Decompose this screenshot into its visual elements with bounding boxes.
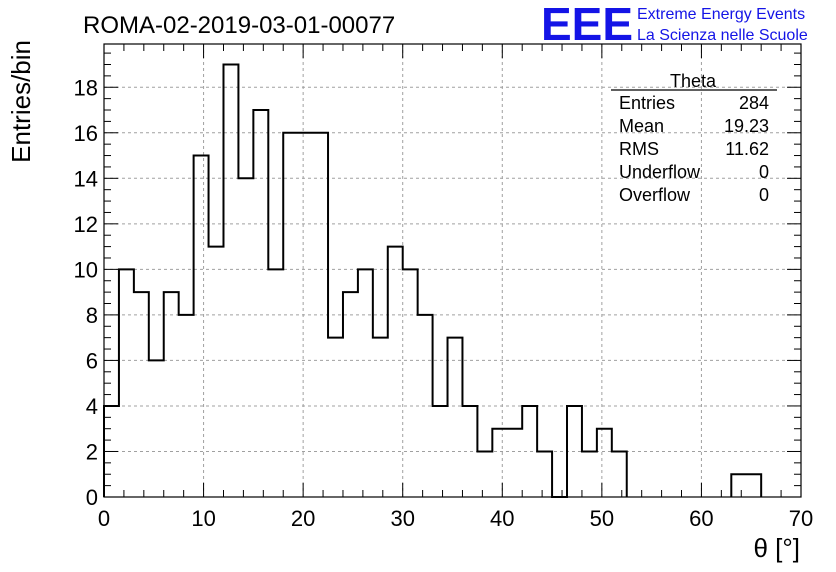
brand-line-2: La Scienza nelle Scuole: [637, 27, 808, 44]
stats-box: Theta Entries 284 Mean 19.23 RMS 11.62 Underfl…: [611, 71, 777, 205]
histogram-bin: [373, 338, 388, 497]
histogram-bin: [253, 110, 268, 497]
y-tick-labels: 0 2 4 6 8 10 12 14 16 18: [74, 75, 98, 510]
histogram-bin: [522, 406, 537, 497]
stats-row-label: RMS: [619, 139, 659, 159]
histogram-bin: [433, 406, 448, 497]
brand-line-1: Extreme Energy Events: [637, 6, 805, 23]
histogram-bars: [103, 63, 763, 498]
stats-row-value: 11.62: [725, 139, 769, 159]
x-axis-label: θ [°]: [753, 533, 800, 563]
stats-row-value: 19.23: [724, 116, 769, 136]
histogram-bin: [582, 451, 597, 497]
histogram-bin: [149, 360, 164, 497]
histogram-bin: [164, 292, 179, 497]
grid-lines: [104, 44, 801, 497]
histogram-bin: [209, 247, 224, 497]
histogram-bin: [462, 406, 477, 497]
histogram-bin: [731, 474, 761, 497]
histogram-bin: [448, 338, 463, 497]
stats-row-label: Entries: [619, 93, 675, 113]
x-tick-label: 50: [590, 506, 614, 531]
histogram-bin: [119, 269, 134, 497]
y-tick-label: 0: [86, 485, 98, 510]
x-tick-label: 10: [191, 506, 215, 531]
y-tick-label: 2: [86, 439, 98, 464]
histogram-bin: [567, 406, 582, 497]
histogram-bin: [403, 269, 418, 497]
stats-row-label: Overflow: [619, 185, 691, 205]
stats-row-label: Mean: [619, 116, 664, 136]
y-tick-label: 4: [86, 394, 98, 419]
y-tick-label: 16: [74, 121, 98, 146]
x-tick-label: 20: [291, 506, 315, 531]
eee-logo-text: EEE: [541, 0, 633, 50]
histogram-bin: [238, 178, 253, 497]
histogram-bin: [328, 338, 343, 497]
histogram-bin: [179, 315, 194, 497]
histogram-bin: [537, 451, 552, 497]
histogram-bin: [358, 269, 373, 497]
histogram-bin: [268, 269, 283, 497]
plot-frame: [103, 43, 802, 498]
histogram-bin: [194, 156, 209, 497]
stats-rows: Entries 284 Mean 19.23 RMS 11.62 Underflow 0 Ove…: [619, 93, 769, 205]
histogram-bin: [492, 429, 507, 497]
x-tick-label: 40: [490, 506, 514, 531]
stats-row-value: 0: [759, 185, 769, 205]
chart-title: ROMA-02-2019-03-01-00077: [83, 12, 395, 39]
histogram-bin: [388, 247, 403, 497]
stats-row-value: 284: [739, 93, 769, 113]
histogram-bin: [223, 64, 238, 497]
stats-row-value: 0: [759, 162, 769, 182]
y-axis-label: Entries/bin: [6, 40, 36, 163]
histogram-bin: [597, 429, 612, 497]
y-tick-label: 8: [86, 303, 98, 328]
stats-row-label: Underflow: [619, 162, 701, 182]
histogram-bin: [477, 451, 492, 497]
histogram-step-line: [103, 63, 628, 498]
histogram-bin: [343, 292, 358, 497]
x-tick-labels: 0 10 20 30 40 50 60 70: [98, 506, 813, 531]
histogram-bin: [298, 133, 313, 497]
x-tick-label: 0: [98, 506, 110, 531]
stats-title: Theta: [670, 71, 717, 91]
x-tick-label: 60: [689, 506, 713, 531]
histogram-bin: [418, 315, 433, 497]
eee-logo: EEE: [541, 0, 633, 50]
y-tick-label: 10: [74, 257, 98, 282]
y-tick-label: 6: [86, 348, 98, 373]
y-tick-label: 14: [74, 166, 98, 191]
histogram-bin: [283, 133, 298, 497]
histogram-bin: [507, 429, 522, 497]
histogram-bin: [612, 451, 627, 497]
histogram-bin: [104, 406, 119, 497]
histogram-bin: [313, 133, 328, 497]
y-tick-label: 18: [74, 75, 98, 100]
x-tick-label: 30: [390, 506, 414, 531]
histogram-bin: [134, 292, 149, 497]
y-tick-label: 12: [74, 212, 98, 237]
x-tick-label: 70: [789, 506, 813, 531]
axis-ticks: [103, 44, 802, 498]
histogram-step-line: [730, 473, 763, 497]
